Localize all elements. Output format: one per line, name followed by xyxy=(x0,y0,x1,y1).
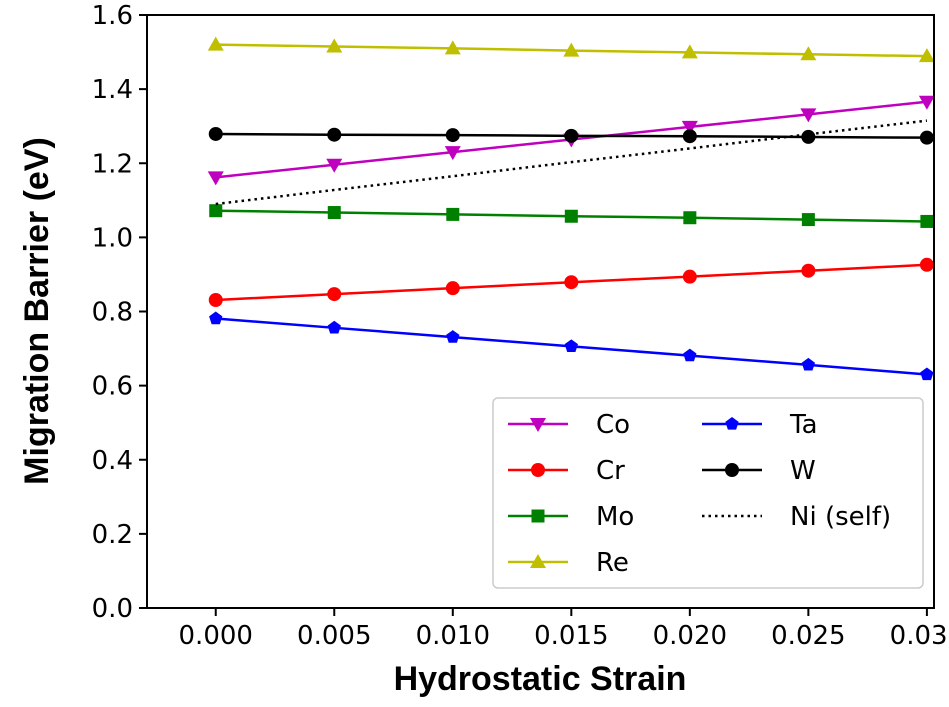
data-point-re xyxy=(444,40,461,55)
legend-label-ni-self: Ni (self) xyxy=(790,502,891,532)
axis-ticks: 0.000 0.005 0.010 0.015 0.020 0.025 0.030 0.0 0.… xyxy=(92,1,949,651)
data-point-co xyxy=(207,171,224,186)
legend-label-co: Co xyxy=(596,410,630,440)
data-point-ta xyxy=(209,311,223,325)
data-point-mo xyxy=(446,207,460,221)
series-ni-self xyxy=(215,119,928,206)
y-tick-label: 0.6 xyxy=(92,372,133,402)
legend-item-co: Co xyxy=(508,410,630,440)
legend-marker-w xyxy=(725,463,739,477)
series-mo xyxy=(209,204,934,228)
data-point-cr xyxy=(801,263,816,278)
x-tick-label: 0.005 xyxy=(297,621,371,651)
legend-label-mo: Mo xyxy=(596,502,634,532)
legend-label-cr: Cr xyxy=(596,456,625,486)
data-point-co xyxy=(444,146,461,161)
x-axis-title: Hydrostatic Strain xyxy=(394,660,687,698)
legend: Co Cr Mo Re Ta W Ni (self) xyxy=(492,397,924,589)
y-tick-label: 1.4 xyxy=(92,75,133,105)
y-tick-label: 1.6 xyxy=(92,1,133,31)
legend-marker-re xyxy=(530,554,546,568)
data-point-co xyxy=(800,108,817,123)
y-axis-title: Migration Barrier (eV) xyxy=(18,137,56,485)
series-cr xyxy=(208,257,934,308)
data-point-mo xyxy=(209,204,223,218)
data-point-ta xyxy=(327,320,341,334)
data-point-re xyxy=(207,36,224,51)
plot-marks xyxy=(207,36,935,381)
series-ta xyxy=(209,311,934,381)
data-point-cr xyxy=(682,269,697,284)
data-point-w xyxy=(208,126,223,141)
legend-marker-mo xyxy=(531,509,545,523)
data-point-w xyxy=(564,128,579,143)
series-line-ni-self xyxy=(215,119,928,206)
x-tick-label: 0.010 xyxy=(416,621,490,651)
series-w xyxy=(208,126,934,145)
data-point-ta xyxy=(801,357,816,371)
data-point-mo xyxy=(801,213,815,227)
data-point-ta xyxy=(920,367,934,381)
legend-label-re: Re xyxy=(596,548,629,578)
data-point-cr xyxy=(564,275,579,290)
legend-item-w: W xyxy=(702,456,816,486)
data-point-re xyxy=(800,46,817,61)
data-point-ta xyxy=(446,330,460,343)
legend-box xyxy=(492,397,924,589)
data-point-w xyxy=(801,129,816,144)
legend-item-ni-self: Ni (self) xyxy=(702,502,891,532)
legend-label-w: W xyxy=(790,456,816,486)
y-tick-label: 0.8 xyxy=(92,298,133,328)
x-tick-label: 0.020 xyxy=(653,621,727,651)
data-point-w xyxy=(327,127,342,142)
data-point-co xyxy=(918,95,935,110)
data-point-re xyxy=(326,38,343,53)
data-point-ta xyxy=(683,348,697,362)
data-point-cr xyxy=(327,287,342,302)
data-point-re xyxy=(918,48,935,63)
x-tick-label: 0.030 xyxy=(890,621,949,651)
x-tick-label: 0.000 xyxy=(179,621,253,651)
data-point-mo xyxy=(327,206,341,220)
legend-marker-cr xyxy=(531,463,545,477)
legend-item-mo: Mo xyxy=(508,502,634,532)
legend-item-ta: Ta xyxy=(702,410,818,440)
data-point-cr xyxy=(208,293,223,308)
legend-label-ta: Ta xyxy=(789,410,818,440)
y-tick-label: 1.0 xyxy=(92,223,133,253)
legend-item-cr: Cr xyxy=(508,456,625,486)
y-tick-label: 1.2 xyxy=(92,149,133,179)
data-point-w xyxy=(919,130,934,145)
data-point-mo xyxy=(564,209,578,223)
data-point-re xyxy=(681,44,698,59)
legend-marker-co xyxy=(530,418,546,432)
legend-marker-ta xyxy=(725,417,739,430)
x-tick-label: 0.015 xyxy=(534,621,608,651)
data-point-ta xyxy=(564,339,578,352)
series-re xyxy=(207,36,935,63)
data-point-mo xyxy=(683,211,697,225)
y-tick-label: 0.4 xyxy=(92,446,133,476)
y-tick-label: 0.0 xyxy=(92,594,133,624)
data-point-mo xyxy=(920,214,934,228)
data-point-w xyxy=(682,129,697,144)
x-tick-label: 0.025 xyxy=(771,621,845,651)
data-point-co xyxy=(326,158,343,173)
data-point-re xyxy=(563,42,580,57)
legend-item-re: Re xyxy=(508,548,629,578)
data-point-co xyxy=(681,120,698,135)
y-tick-label: 0.2 xyxy=(92,520,133,550)
data-point-cr xyxy=(919,257,934,272)
data-point-cr xyxy=(445,281,460,296)
data-point-w xyxy=(445,128,460,143)
